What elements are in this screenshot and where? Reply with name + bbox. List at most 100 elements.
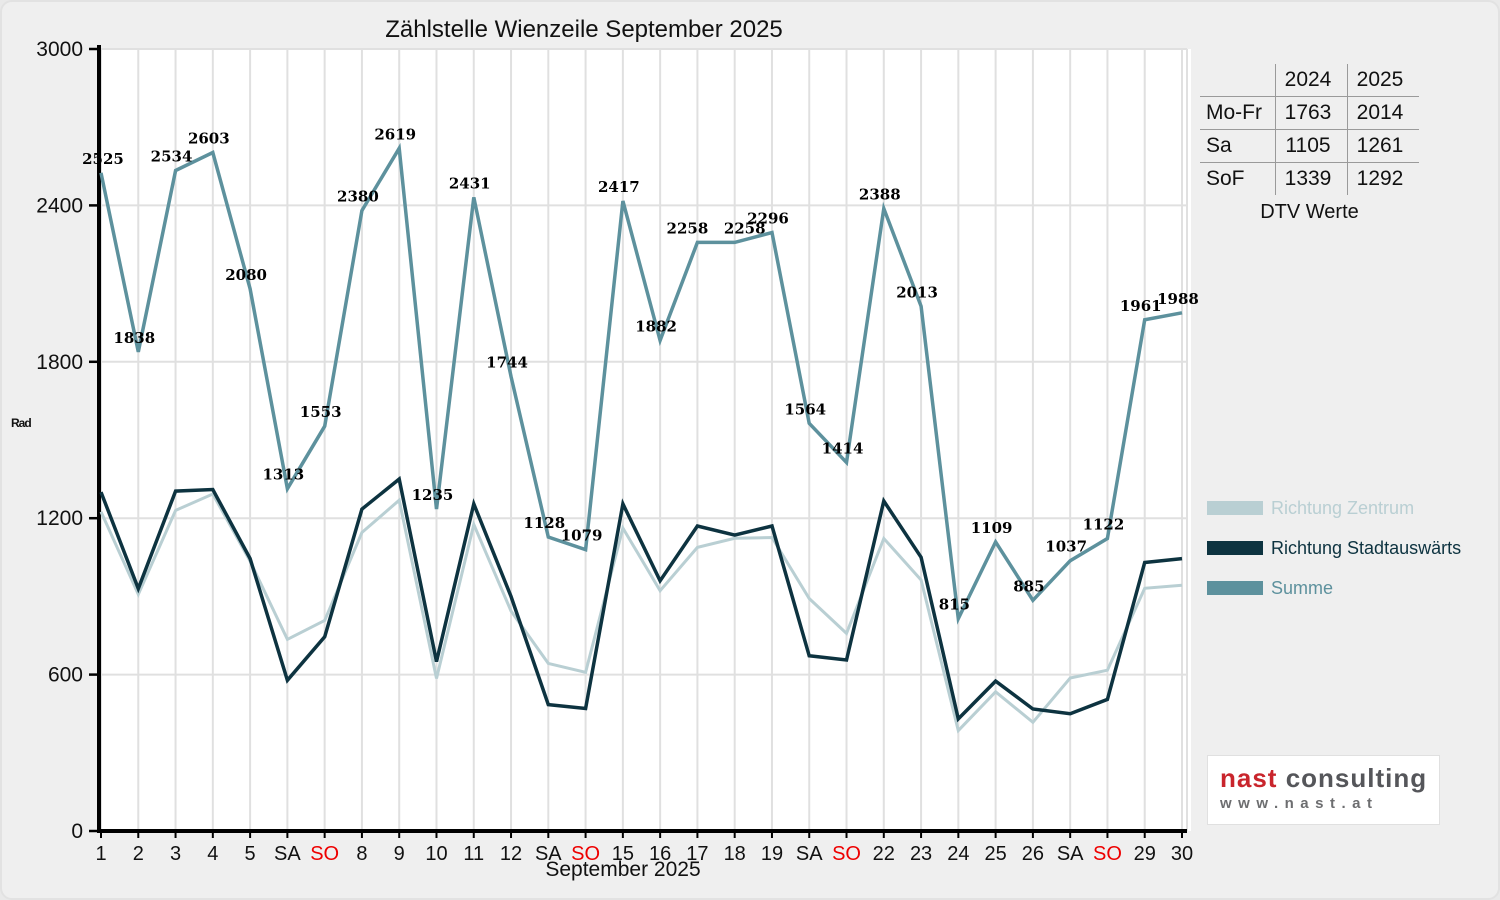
chart-title: Zählstelle Wienzeile September 2025 xyxy=(385,16,783,43)
data-point-label: 1414 xyxy=(822,439,864,457)
y-tick-labels: 0 600 1200 1800 2400 3000 xyxy=(36,38,97,843)
x-tick-label: 15 xyxy=(612,843,634,865)
data-point-label: 1564 xyxy=(784,400,826,418)
dtv-data-row: SoF 1339 1292 xyxy=(1200,162,1419,195)
legend-swatch xyxy=(1207,541,1263,555)
company-logo: nast consulting www.nast.at xyxy=(1207,755,1440,825)
x-tick-label: 10 xyxy=(425,843,447,865)
x-tick-label: SO xyxy=(571,843,600,865)
series-line-2 xyxy=(99,475,1183,723)
data-point-label: 1553 xyxy=(300,403,342,421)
y-tick-label: 600 xyxy=(48,664,83,687)
data-point-label: 2380 xyxy=(337,188,379,206)
x-tick-label: SO xyxy=(1093,843,1122,865)
y-axis-label: Rad xyxy=(11,416,32,430)
data-point-label: 815 xyxy=(939,596,970,614)
x-tick-label: 25 xyxy=(984,843,1006,865)
data-point-label: 1109 xyxy=(971,519,1013,537)
x-tick-label: 9 xyxy=(394,843,405,865)
data-point-label: 2388 xyxy=(859,186,901,204)
dtv-table-grid: 2024 2025 Mo-Fr 1763 2014 Sa 1105 1261 SoF 1339 12… xyxy=(1200,64,1419,195)
data-point-label: 2296 xyxy=(747,210,789,228)
data-point-label: 1882 xyxy=(635,317,677,335)
dtv-header-cell: 2025 xyxy=(1347,64,1419,97)
legend-item: Richtung Zentrum xyxy=(1207,496,1461,520)
x-tick-label: 19 xyxy=(761,843,783,865)
legend-label: Summe xyxy=(1271,577,1334,598)
dtv-cell: 1763 xyxy=(1275,96,1348,130)
dtv-data-row: Mo-Fr 1763 2014 xyxy=(1200,96,1419,130)
dtv-cell: 1105 xyxy=(1275,129,1348,163)
data-point-label: 2013 xyxy=(896,283,938,301)
x-tick-label: 4 xyxy=(207,843,218,865)
data-point-label: 885 xyxy=(1013,577,1044,595)
x-tick-label: 12 xyxy=(500,843,522,865)
dtv-cell: Sa xyxy=(1200,129,1276,163)
dtv-cell: SoF xyxy=(1200,162,1276,195)
x-tick-labels: 1 2 3 4 5 SA SO 8 9 10 11 12 SA SO 15 16 17 18 19 SA SO 22 23 2… xyxy=(95,831,1193,865)
data-point-label: 2258 xyxy=(724,219,766,237)
legend-swatch xyxy=(1207,581,1263,595)
series-line-3 xyxy=(99,142,1183,625)
y-tick-label: 2400 xyxy=(36,194,83,217)
x-tick-label: 22 xyxy=(873,843,895,865)
legend-swatch xyxy=(1207,501,1263,515)
y-tick-label: 1800 xyxy=(36,351,83,374)
x-tick-label: 16 xyxy=(649,843,671,865)
logo-brand-secondary: consulting xyxy=(1285,763,1428,793)
x-tick-label: SA xyxy=(796,843,823,865)
dtv-data-row: Sa 1105 1261 xyxy=(1200,129,1419,163)
data-point-label: 2603 xyxy=(188,129,230,147)
legend-label: Richtung Zentrum xyxy=(1271,497,1415,518)
legend-item: Summe xyxy=(1207,576,1461,600)
data-point-label: 1838 xyxy=(113,329,155,347)
legend: Richtung Zentrum Richtung Stadtauswärts Su… xyxy=(1207,496,1461,616)
x-tick-label: 5 xyxy=(245,843,256,865)
x-tick-label: SA xyxy=(1057,843,1084,865)
x-tick-label: 1 xyxy=(95,843,106,865)
x-tick-label: 3 xyxy=(170,843,181,865)
dtv-header-row: 2024 2025 xyxy=(1200,64,1419,97)
data-point-label: 1988 xyxy=(1157,290,1199,308)
data-point-label: 2431 xyxy=(449,174,491,192)
x-tick-label: 18 xyxy=(724,843,746,865)
data-point-label: 1128 xyxy=(523,514,565,532)
data-point-label: 2417 xyxy=(598,178,640,196)
x-tick-label: SA xyxy=(274,843,301,865)
dtv-header-cell xyxy=(1200,64,1276,97)
x-tick-label: 29 xyxy=(1134,843,1156,865)
x-tick-label: SA xyxy=(535,843,562,865)
y-tick-label: 0 xyxy=(71,820,83,843)
data-point-label: 2525 xyxy=(82,150,124,168)
plot-area: 0 600 1200 1800 2400 3000 1 2 3 4 5 SA SO 8 9 10 11 12 SA S… xyxy=(36,38,1199,865)
legend-item: Richtung Stadtauswärts xyxy=(1207,536,1461,560)
data-point-label: 2534 xyxy=(151,147,193,165)
x-tick-label: SO xyxy=(832,843,861,865)
x-tick-label: 30 xyxy=(1171,843,1193,865)
logo-wordmark: nast consulting xyxy=(1220,764,1439,792)
x-axis-month-label: September 2025 xyxy=(545,858,701,881)
x-tick-label: 8 xyxy=(356,843,367,865)
dtv-table: 2024 2025 Mo-Fr 1763 2014 Sa 1105 1261 SoF 1339 12… xyxy=(1200,64,1419,224)
x-tick-label: SO xyxy=(310,843,339,865)
data-point-label: 1961 xyxy=(1120,297,1162,315)
dtv-cell: 1292 xyxy=(1347,162,1419,195)
x-tick-label: 23 xyxy=(910,843,932,865)
dtv-cell: Mo-Fr xyxy=(1200,96,1276,130)
logo-brand-primary: nast xyxy=(1220,763,1278,793)
data-point-label: 1037 xyxy=(1045,538,1087,556)
dtv-header-cell: 2024 xyxy=(1275,64,1348,97)
legend-label: Richtung Stadtauswärts xyxy=(1271,537,1462,558)
data-point-label: 2080 xyxy=(225,266,267,284)
data-point-label: 2619 xyxy=(374,125,416,143)
x-tick-label: 26 xyxy=(1022,843,1044,865)
logo-url: www.nast.at xyxy=(1220,795,1379,812)
x-tick-label: 11 xyxy=(463,843,484,865)
dtv-cell: 1261 xyxy=(1347,129,1419,163)
data-point-label: 1122 xyxy=(1083,516,1125,534)
data-point-label: 1079 xyxy=(561,527,603,545)
series-line-1 xyxy=(99,492,1183,734)
data-point-label: 1313 xyxy=(263,466,305,484)
